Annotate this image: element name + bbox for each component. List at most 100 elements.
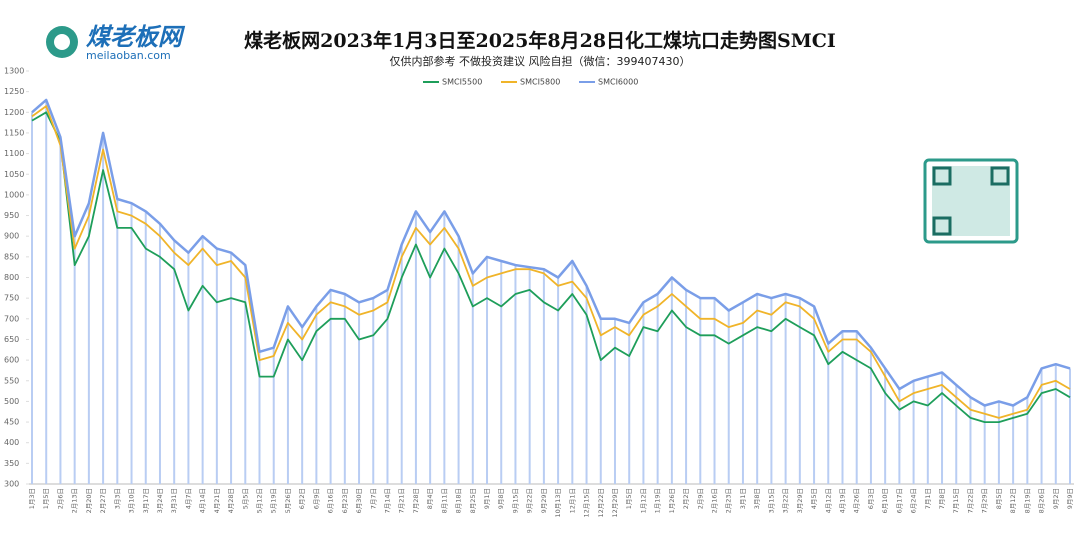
x-tick-label: 12月22日 — [597, 488, 605, 518]
x-tick-label: 2月2日 — [682, 488, 690, 509]
y-tick-label: 700 — [4, 314, 19, 323]
x-tick-label: 6月3日 — [867, 488, 875, 509]
qr-corner — [932, 166, 952, 186]
y-tick-label: 350 — [4, 459, 19, 468]
x-tick-label: 12月15日 — [583, 488, 591, 518]
x-tick-label: 10月13日 — [554, 488, 562, 518]
y-tick-label: 1000 — [4, 190, 24, 199]
x-tick-label: 1月5日 — [42, 488, 50, 509]
x-tick-label: 1月26日 — [668, 488, 676, 513]
x-tick-label: 9月9日 — [1066, 488, 1074, 509]
logo-url: meilaoban.com — [86, 49, 171, 62]
x-tick-label: 2月13日 — [71, 488, 79, 513]
y-tick-label: 800 — [4, 273, 19, 282]
legend-label: SMCI5800 — [520, 78, 560, 87]
x-tick-label: 1月5日 — [625, 488, 633, 509]
x-tick-label: 8月11日 — [440, 488, 448, 513]
x-tick-label: 3月31日 — [170, 488, 178, 513]
x-tick-label: 9月29日 — [540, 488, 548, 513]
x-tick-label: 6月2日 — [298, 488, 306, 509]
y-tick-label: 1150 — [4, 128, 24, 137]
x-tick-label: 2月16日 — [711, 488, 719, 513]
x-tick-label: 7月15日 — [952, 488, 960, 513]
x-tick-label: 6月9日 — [312, 488, 320, 509]
x-tick-label: 8月4日 — [426, 488, 434, 509]
x-tick-label: 4月19日 — [838, 488, 846, 513]
x-tick-label: 9月1日 — [483, 488, 491, 509]
x-tick-label: 2月27日 — [99, 488, 107, 513]
x-tick-label: 6月30日 — [355, 488, 363, 513]
x-tick-label: 7月29日 — [981, 488, 989, 513]
y-tick-label: 1300 — [4, 67, 24, 76]
x-tick-label: 3月22日 — [782, 488, 790, 513]
x-tick-label: 1月19日 — [654, 488, 662, 513]
x-tick-label: 5月19日 — [270, 488, 278, 513]
x-tick-label: 3月17日 — [142, 488, 150, 513]
x-tick-label: 8月5日 — [995, 488, 1003, 509]
x-tick-label: 8月19日 — [1023, 488, 1031, 513]
x-tick-label: 1月3日 — [28, 488, 36, 509]
x-tick-label: 7月22日 — [966, 488, 974, 513]
x-tick-label: 6月10日 — [881, 488, 889, 513]
logo-icon-inner — [54, 34, 70, 50]
y-tick-label: 1200 — [4, 108, 24, 117]
y-tick-label: 750 — [4, 294, 19, 303]
y-tick-label: 500 — [4, 397, 19, 406]
x-tick-label: 7月8日 — [938, 488, 946, 509]
x-tick-label: 5月12日 — [256, 488, 264, 513]
x-tick-label: 9月2日 — [1052, 488, 1060, 509]
legend-label: SMCI6000 — [598, 78, 638, 87]
x-tick-label: 6月17日 — [895, 488, 903, 513]
x-tick-label: 7月1日 — [924, 488, 932, 509]
x-tick-label: 3月10日 — [128, 488, 136, 513]
x-tick-label: 8月26日 — [1038, 488, 1046, 513]
x-tick-label: 2月6日 — [56, 488, 64, 509]
x-tick-label: 7月28日 — [412, 488, 420, 513]
y-tick-label: 850 — [4, 252, 19, 261]
x-tick-label: 5月5日 — [241, 488, 249, 509]
y-tick-label: 900 — [4, 232, 19, 241]
logo: 煤老板网 meilaoban.com — [46, 23, 186, 62]
x-tick-label: 3月8日 — [753, 488, 761, 509]
y-tick-label: 600 — [4, 356, 19, 365]
chart-subtitle: 仅供内部参考 不做投资建议 风险自担（微信：399407430） — [390, 54, 691, 68]
y-tick-label: 450 — [4, 418, 19, 427]
x-tick-label: 3月3日 — [113, 488, 121, 509]
y-tick-label: 400 — [4, 438, 19, 447]
x-tick-label: 7月21日 — [398, 488, 406, 513]
x-tick-label: 3月15日 — [767, 488, 775, 513]
x-tick-label: 4月7日 — [184, 488, 192, 509]
x-tick-label: 8月18日 — [455, 488, 463, 513]
series-line — [31, 98, 1071, 407]
x-tick-label: 4月5日 — [810, 488, 818, 509]
x-tick-label: 4月12日 — [824, 488, 832, 513]
series-line — [31, 105, 1071, 419]
x-tick-label: 7月14日 — [383, 488, 391, 513]
legend-label: SMCI5500 — [442, 78, 482, 87]
series-line — [31, 111, 1071, 423]
y-tick-label: 1050 — [4, 170, 24, 179]
x-tick-label: 3月1日 — [739, 488, 747, 509]
logo-text: 煤老板网 — [86, 23, 186, 51]
x-tick-label: 5月26日 — [284, 488, 292, 513]
x-tick-label: 2月9日 — [696, 488, 704, 509]
qr-body — [932, 166, 1010, 236]
y-tick-label: 550 — [4, 376, 19, 385]
x-tick-label: 6月16日 — [327, 488, 335, 513]
y-tick-label: 650 — [4, 335, 19, 344]
x-tick-label: 4月28日 — [227, 488, 235, 513]
x-tick-label: 9月8日 — [497, 488, 505, 509]
x-tick-label: 6月23日 — [341, 488, 349, 513]
x-tick-label: 8月12日 — [1009, 488, 1017, 513]
x-tick-label: 6月24日 — [910, 488, 918, 513]
x-tick-label: 4月26日 — [853, 488, 861, 513]
x-tick-label: 7月7日 — [369, 488, 377, 509]
x-tick-label: 1月12日 — [639, 488, 647, 513]
y-tick-label: 300 — [4, 480, 19, 489]
y-tick-label: 1250 — [4, 87, 24, 96]
x-tick-label: 12月1日 — [568, 488, 576, 513]
x-tick-label: 9月22日 — [526, 488, 534, 513]
y-tick-label: 950 — [4, 211, 19, 220]
x-tick-label: 12月29日 — [611, 488, 619, 518]
x-tick-label: 3月24日 — [156, 488, 164, 513]
